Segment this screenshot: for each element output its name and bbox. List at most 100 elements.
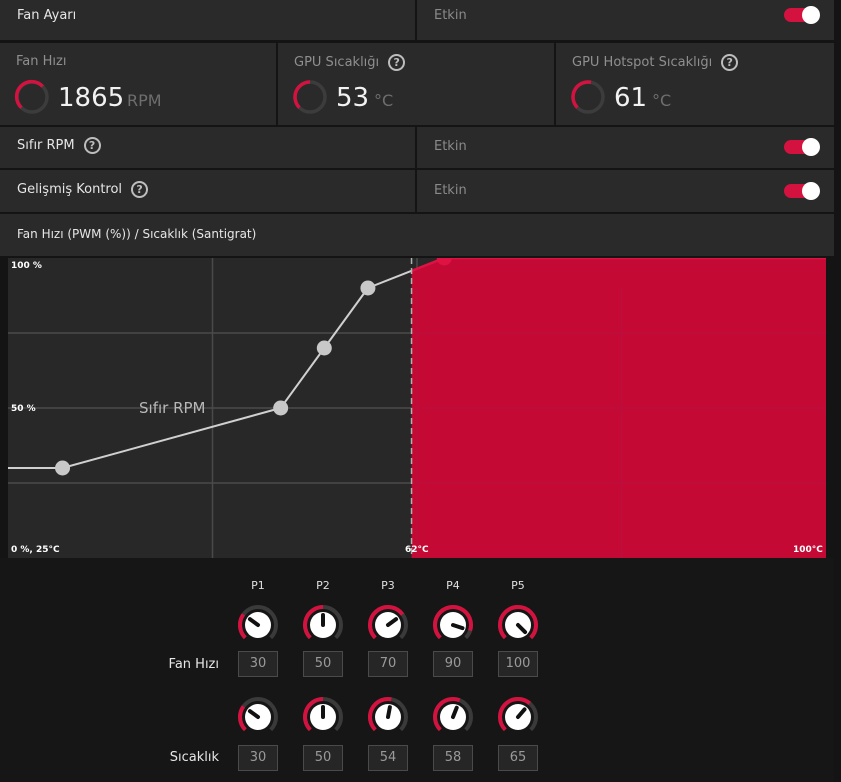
knob-level-arc xyxy=(303,605,324,640)
knob-pointer xyxy=(451,705,459,719)
knob-pointer xyxy=(386,617,399,627)
knob-level-arc xyxy=(368,605,405,640)
x-mark-label: 62°C xyxy=(405,545,429,555)
fan-speed-knob-p1[interactable] xyxy=(236,603,280,647)
knob-level-arc xyxy=(433,605,473,640)
gpu-temp-gauge-icon xyxy=(293,80,327,114)
gpu-temp-unit: °C xyxy=(374,91,394,110)
help-circle-icon[interactable]: ? xyxy=(721,54,739,71)
fan-curve-svg[interactable] xyxy=(8,258,826,558)
temperature-knob-p3[interactable] xyxy=(366,695,410,739)
temperature-input-p3[interactable]: 54 xyxy=(368,745,408,771)
knob-level-arc xyxy=(498,605,538,640)
zero-rpm-overlay: Sıfır RPM xyxy=(139,399,206,417)
knob-pointer xyxy=(247,617,260,627)
fan-settings-toggle[interactable] xyxy=(784,6,820,24)
knob-level-arc xyxy=(238,613,247,640)
fan-speed-input-p5[interactable]: 100 xyxy=(498,651,538,677)
knob-pointer xyxy=(516,623,528,635)
chart-header-row: Fan Hızı (PWM (%)) / Sıcaklık (Santigrat… xyxy=(0,214,834,256)
knob-level-arc xyxy=(303,697,324,732)
column-header-p4: P4 xyxy=(446,579,460,592)
gpu-temp-title: GPU Sıcaklığı? xyxy=(294,54,406,71)
gpu-hotspot-stat: GPU Hotspot Sıcaklığı? 61 °C xyxy=(556,43,834,125)
y-max-label: 100 % xyxy=(11,261,42,271)
fan-speed-unit: RPM xyxy=(127,91,162,110)
toggle-knob xyxy=(802,6,820,24)
fan-speed-knob-p3[interactable] xyxy=(366,603,410,647)
zero-rpm-row: Sıfır RPM? Etkin xyxy=(0,127,834,168)
advanced-control-row: Gelişmiş Kontrol? Etkin xyxy=(0,170,834,212)
fan-speed-knob-p5[interactable] xyxy=(496,603,540,647)
help-circle-icon[interactable]: ? xyxy=(83,137,101,154)
fan-curve-chart[interactable]: 100 % 50 % 0 %, 25°C 62°C 100°C Sıfır RP… xyxy=(8,258,826,558)
zero-rpm-value: Etkin xyxy=(434,139,467,154)
temperature-input-p1[interactable]: 30 xyxy=(238,745,278,771)
knob-level-arc xyxy=(368,697,392,732)
row-divider xyxy=(415,170,417,212)
curve-point-p4[interactable] xyxy=(360,280,376,296)
column-header-p1: P1 xyxy=(251,579,265,592)
fan-speed-input-p3[interactable]: 70 xyxy=(368,651,408,677)
temperature-knob-p1[interactable] xyxy=(236,695,280,739)
gpu-hotspot-value: 61 xyxy=(614,83,648,113)
toggle-knob xyxy=(802,182,820,200)
fan-speed-title: Fan Hızı xyxy=(16,54,67,69)
gpu-hotspot-unit: °C xyxy=(652,91,672,110)
fan-settings-label: Fan Ayarı xyxy=(17,8,77,23)
fan-settings-value: Etkin xyxy=(434,8,467,23)
fan-speed-input-p1[interactable]: 30 xyxy=(238,651,278,677)
fan-settings-row: Fan Ayarı Etkin xyxy=(0,0,834,40)
fan-curve-line-active xyxy=(411,258,826,273)
knob-level-arc xyxy=(238,705,247,732)
column-header-p3: P3 xyxy=(381,579,395,592)
gpu-temp-stat: GPU Sıcaklığı? 53 °C xyxy=(278,43,554,125)
fan-speed-input-p4[interactable]: 90 xyxy=(433,651,473,677)
row-divider xyxy=(415,0,417,40)
advanced-control-value: Etkin xyxy=(434,183,467,198)
curve-point-p5[interactable] xyxy=(436,258,452,266)
temperature-knob-p4[interactable] xyxy=(431,695,475,739)
column-header-p5: P5 xyxy=(511,579,525,592)
knob-level-arc xyxy=(498,697,531,732)
x-min-label: 0 %, 25°C xyxy=(11,545,60,555)
help-circle-icon[interactable]: ? xyxy=(131,181,149,198)
curve-point-p2[interactable] xyxy=(273,400,289,416)
chart-header: Fan Hızı (PWM (%)) / Sıcaklık (Santigrat… xyxy=(17,227,257,241)
temperature-knob-p5[interactable] xyxy=(496,695,540,739)
fan-speed-gauge-icon xyxy=(14,79,49,114)
help-circle-icon[interactable]: ? xyxy=(388,54,406,71)
gpu-hotspot-title: GPU Hotspot Sıcaklığı? xyxy=(572,54,739,71)
fan-speed-input-p2[interactable]: 50 xyxy=(303,651,343,677)
advanced-control-toggle[interactable] xyxy=(784,182,820,200)
column-header-p2: P2 xyxy=(316,579,330,592)
temperature-knob-p2[interactable] xyxy=(301,695,345,739)
knob-pointer xyxy=(516,707,527,719)
y-mid-label: 50 % xyxy=(11,404,36,414)
temperature-input-p4[interactable]: 58 xyxy=(433,745,473,771)
gpu-hotspot-gauge-icon xyxy=(571,80,605,114)
toggle-knob xyxy=(802,138,820,156)
gpu-temp-value: 53 xyxy=(336,83,370,113)
knob-pointer xyxy=(247,709,260,719)
fan-speed-stat: Fan Hızı 1865 RPM xyxy=(0,43,276,125)
temperature-row-label: Sıcaklık xyxy=(169,750,219,765)
curve-point-p1[interactable] xyxy=(55,460,71,476)
knob-level-arc xyxy=(433,697,461,732)
temperature-input-p5[interactable]: 65 xyxy=(498,745,538,771)
knob-pointer xyxy=(386,705,392,719)
zero-rpm-toggle[interactable] xyxy=(784,138,820,156)
fan-speed-knob-p4[interactable] xyxy=(431,603,475,647)
knob-pointer xyxy=(451,623,465,631)
temperature-input-p2[interactable]: 50 xyxy=(303,745,343,771)
x-max-label: 100°C xyxy=(793,545,823,555)
controls-panel xyxy=(0,558,834,782)
fan-speed-value: 1865 xyxy=(58,83,125,113)
zero-rpm-label: Sıfır RPM? xyxy=(17,137,101,154)
curve-point-p3[interactable] xyxy=(316,340,332,356)
row-divider xyxy=(415,127,417,168)
fan-speed-row-label: Fan Hızı xyxy=(168,657,219,672)
fan-curve-line-inactive xyxy=(8,269,412,469)
advanced-control-label: Gelişmiş Kontrol? xyxy=(17,181,149,198)
fan-speed-knob-p2[interactable] xyxy=(301,603,345,647)
